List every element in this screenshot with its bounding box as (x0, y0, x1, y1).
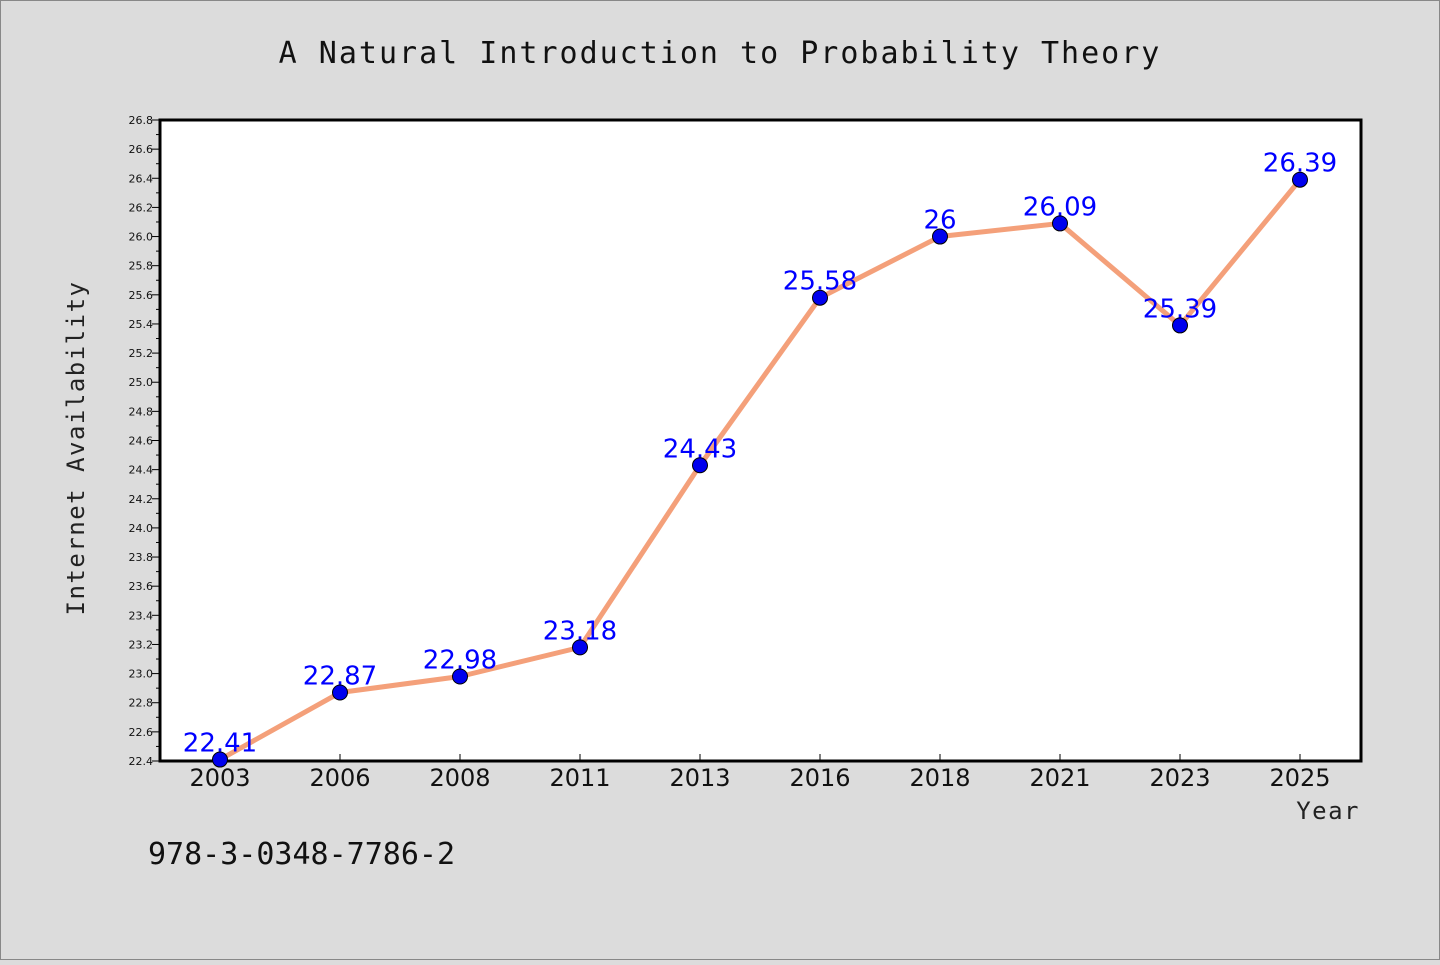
data-label: 24.43 (663, 434, 737, 464)
x-axis-label: Year (1296, 797, 1360, 825)
y-tick-label: 24.2 (129, 493, 154, 506)
data-point (692, 457, 708, 474)
data-label: 26 (923, 206, 956, 236)
x-tick-label: 2016 (789, 764, 850, 792)
data-label: 25.58 (783, 267, 857, 297)
y-tick-label: 25.0 (129, 376, 154, 389)
data-label: 22.41 (183, 729, 257, 759)
data-point (1052, 215, 1068, 232)
plot-area (158, 118, 1363, 763)
chart-title: A Natural Introduction to Probability Th… (279, 36, 1162, 71)
x-tick-label: 2008 (429, 764, 490, 792)
y-tick-label: 25.2 (129, 347, 154, 360)
y-tick-label: 26.6 (129, 143, 154, 156)
x-tick-label: 2021 (1029, 764, 1090, 792)
x-axis: 2003 2006 2008 2011 2013 2016 2018 2021 2023 2025 (189, 754, 1331, 792)
y-tick-label: 24.8 (129, 405, 154, 418)
y-tick-label: 26.0 (129, 231, 154, 244)
series-group: 22.41 22.87 22.98 23.18 24.43 25.58 26 26.09 25.… (183, 149, 1337, 768)
data-label: 25.39 (1143, 294, 1217, 324)
x-tick-label: 2013 (669, 764, 730, 792)
y-tick-label: 26.8 (129, 114, 154, 127)
x-tick-label: 2018 (909, 764, 970, 792)
data-point (572, 639, 588, 656)
data-point (212, 751, 228, 768)
y-tick-label: 23.4 (129, 609, 154, 622)
y-tick-label: 23.8 (129, 551, 154, 564)
y-tick-label: 25.8 (129, 260, 154, 273)
y-tick-label: 23.0 (129, 668, 154, 681)
y-tick-label: 25.6 (129, 289, 154, 302)
y-tick-label: 22.8 (129, 697, 154, 710)
y-tick-label: 23.6 (129, 580, 154, 593)
y-tick-label: 24.0 (129, 522, 154, 535)
x-tick-label: 2006 (309, 764, 370, 792)
x-tick-label: 2023 (1149, 764, 1210, 792)
data-label: 23.18 (543, 616, 617, 646)
x-tick-label: 2011 (549, 764, 610, 792)
y-tick-label: 26.2 (129, 201, 154, 214)
y-tick-label: 23.2 (129, 638, 154, 651)
x-tick-label: 2003 (189, 764, 250, 792)
data-label: 22.87 (303, 662, 377, 692)
y-tick-label: 24.6 (129, 435, 154, 448)
data-label: 26.09 (1023, 192, 1097, 222)
y-tick-label: 22.4 (129, 755, 154, 768)
y-tick-label: 25.4 (129, 318, 154, 331)
data-point (332, 684, 348, 701)
data-point (932, 228, 948, 245)
data-point (452, 668, 468, 685)
x-tick-label: 2025 (1269, 764, 1330, 792)
series-line (217, 177, 1303, 763)
y-axis: 22.4 22.6 22.8 23.0 23.2 23.4 23.6 23.8 24.0 24.2… (129, 114, 160, 768)
data-point (812, 289, 828, 306)
data-label: 22.98 (423, 646, 497, 676)
data-label: 26.39 (1263, 149, 1337, 179)
y-tick-label: 26.4 (129, 172, 154, 185)
isbn-text: 978-3-0348-7786-2 (148, 837, 455, 872)
y-axis-label: Internet Availability (62, 281, 90, 616)
y-tick-label: 22.6 (129, 726, 154, 739)
y-tick-label: 24.4 (129, 464, 154, 477)
data-point (1172, 317, 1188, 334)
data-point (1292, 171, 1308, 188)
